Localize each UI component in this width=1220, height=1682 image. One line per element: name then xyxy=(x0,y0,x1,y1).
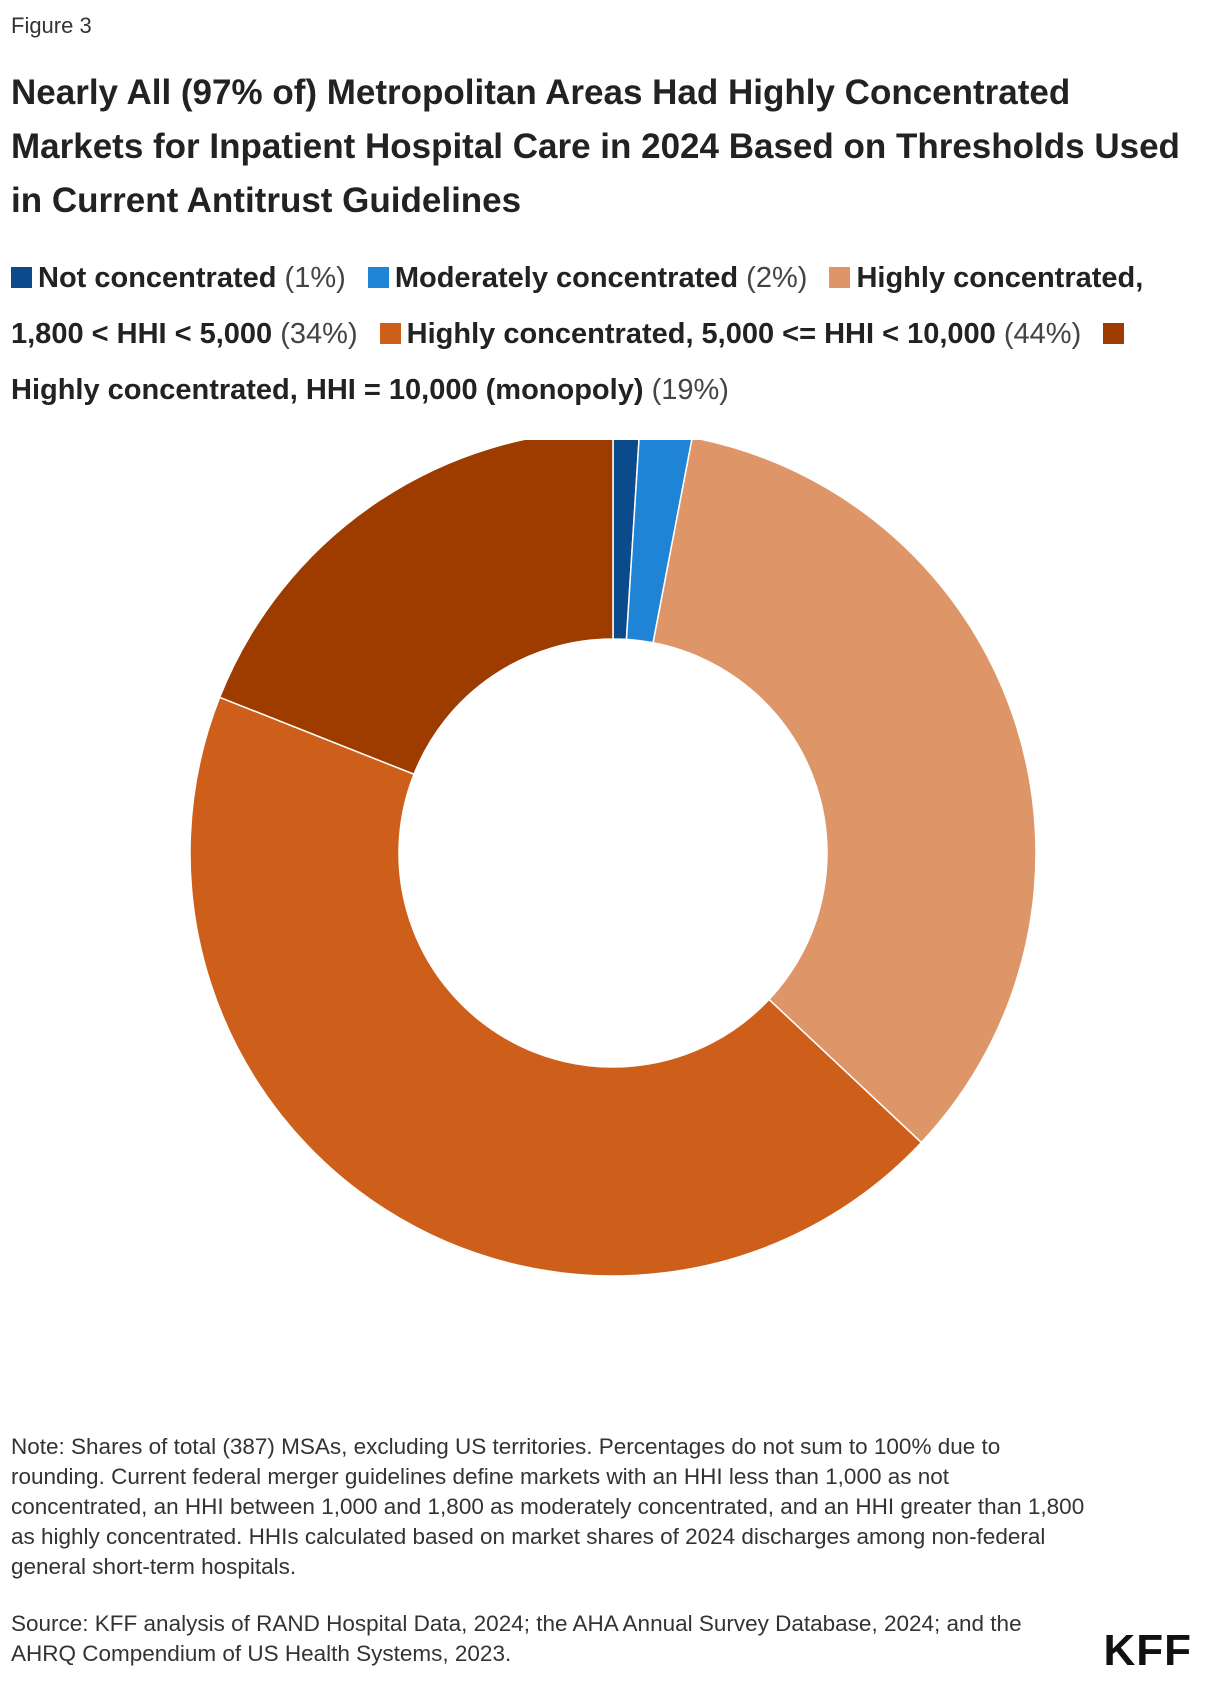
legend-percent: (44%) xyxy=(1003,318,1082,350)
legend-label: Highly concentrated, 5,000 <= HHI < 10,0… xyxy=(406,318,996,350)
legend-percent: (34%) xyxy=(280,318,358,350)
legend-item-highly-5000-10000: Highly concentrated, 5,000 <= HHI < 10,0… xyxy=(379,318,1082,350)
legend-item-moderately-concentrated: Moderately concentrated (2%) xyxy=(367,262,808,294)
chart-note: Note: Shares of total (387) MSAs, exclud… xyxy=(11,1434,1085,1579)
legend-label: Highly concentrated, HHI = 10,000 (monop… xyxy=(11,374,644,406)
figure-label: Figure 3 xyxy=(11,13,92,38)
legend-swatch-highly-5000-10000 xyxy=(379,323,401,344)
legend: Not concentrated (1%) Moderately concent… xyxy=(11,250,1206,418)
legend-swatch-moderately-concentrated xyxy=(367,267,389,288)
donut-slice-highly-5000-10000 xyxy=(189,696,923,1277)
legend-swatch-highly-1800-5000 xyxy=(829,267,851,288)
donut-slice-monopoly xyxy=(218,440,614,776)
legend-swatch-monopoly xyxy=(1103,323,1125,344)
legend-swatch-not-concentrated xyxy=(11,267,32,288)
donut-chart xyxy=(189,440,1037,1277)
chart-source: Source: KFF analysis of RAND Hospital Da… xyxy=(11,1611,1022,1666)
legend-percent: (19%) xyxy=(651,374,729,406)
kff-logo: KFF xyxy=(1103,1626,1192,1675)
legend-label: Moderately concentrated xyxy=(394,262,739,294)
legend-label: Highly concentrated, 1,800 < HHI < 5,000 xyxy=(11,262,1144,350)
chart-title: Nearly All (97% of) Metropolitan Areas H… xyxy=(11,73,1180,220)
legend-label: Not concentrated xyxy=(38,262,277,294)
legend-item-not-concentrated: Not concentrated (1%) xyxy=(11,262,346,294)
donut-slices xyxy=(189,440,1037,1277)
legend-item-highly-1800-5000: Highly concentrated, 1,800 < HHI < 5,000… xyxy=(11,262,1143,350)
legend-percent: (2%) xyxy=(746,262,808,294)
legend-item-monopoly: Highly concentrated, HHI = 10,000 (monop… xyxy=(11,318,1130,406)
donut-slice-highly-1800-5000 xyxy=(652,440,1037,1144)
legend-percent: (1%) xyxy=(284,262,346,294)
